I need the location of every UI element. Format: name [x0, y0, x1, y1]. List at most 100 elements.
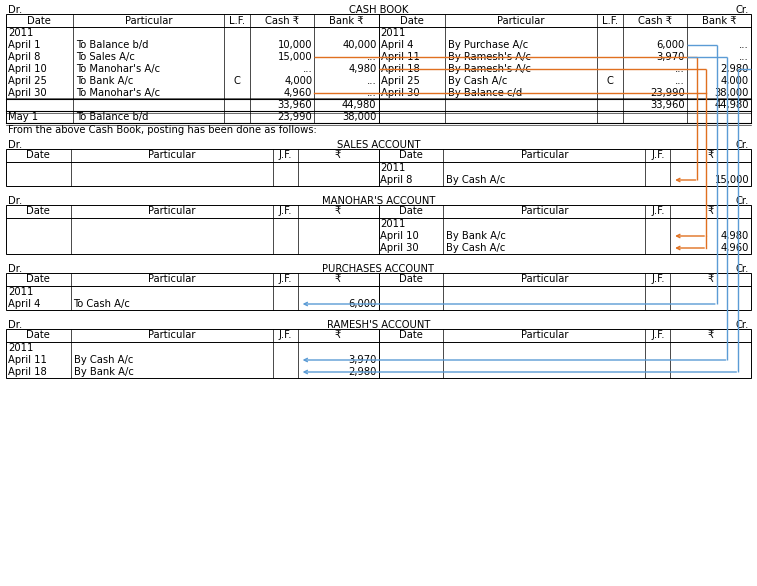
- Text: From the above Cash Book, posting has been done as follows:: From the above Cash Book, posting has be…: [8, 125, 316, 135]
- Text: MANOHAR'S ACCOUNT: MANOHAR'S ACCOUNT: [322, 196, 435, 206]
- Text: J.F.: J.F.: [279, 274, 292, 284]
- Text: Particular: Particular: [497, 15, 545, 26]
- Text: Date: Date: [399, 274, 422, 284]
- Text: April 30: April 30: [381, 243, 419, 253]
- Text: Cr.: Cr.: [736, 196, 749, 206]
- Text: To Manohar's A/c: To Manohar's A/c: [76, 64, 160, 74]
- Text: ...: ...: [366, 52, 376, 62]
- Text: C: C: [606, 76, 613, 86]
- Text: 2,980: 2,980: [721, 64, 749, 74]
- Text: By Purchase A/c: By Purchase A/c: [448, 40, 528, 50]
- Text: 38,000: 38,000: [715, 88, 749, 98]
- Text: ...: ...: [675, 64, 685, 74]
- Text: ₹: ₹: [335, 151, 341, 161]
- Text: 44,980: 44,980: [715, 100, 749, 110]
- Text: Date: Date: [399, 206, 422, 216]
- Text: Date: Date: [26, 331, 50, 340]
- Text: L.F.: L.F.: [229, 15, 245, 26]
- Text: Date: Date: [399, 331, 422, 340]
- Text: ₹: ₹: [708, 206, 714, 216]
- Text: Dr.: Dr.: [8, 140, 22, 150]
- Text: L.F.: L.F.: [602, 15, 618, 26]
- Text: 6,000: 6,000: [348, 299, 376, 309]
- Text: 23,990: 23,990: [650, 88, 685, 98]
- Bar: [6, 205, 751, 254]
- Text: J.F.: J.F.: [279, 331, 292, 340]
- Text: J.F.: J.F.: [279, 206, 292, 216]
- Text: 3,970: 3,970: [348, 355, 376, 365]
- Text: RAMESH'S ACCOUNT: RAMESH'S ACCOUNT: [327, 320, 430, 330]
- Text: J.F.: J.F.: [651, 206, 665, 216]
- Text: ₹: ₹: [335, 274, 341, 284]
- Text: Date: Date: [399, 151, 422, 161]
- Text: ₹: ₹: [708, 151, 714, 161]
- Text: April 4: April 4: [8, 299, 40, 309]
- Text: Date: Date: [400, 15, 424, 26]
- Text: 40,000: 40,000: [342, 40, 376, 50]
- Text: Dr.: Dr.: [8, 196, 22, 206]
- Text: 38,000: 38,000: [342, 112, 376, 122]
- Text: 2,980: 2,980: [348, 367, 376, 377]
- Text: ...: ...: [740, 52, 749, 62]
- Text: Particular: Particular: [148, 151, 195, 161]
- Text: April 11: April 11: [381, 52, 419, 62]
- Text: Particular: Particular: [148, 206, 195, 216]
- Text: 44,980: 44,980: [342, 100, 376, 110]
- Text: 4,000: 4,000: [284, 76, 313, 86]
- Text: To Bank A/c: To Bank A/c: [76, 76, 133, 86]
- Text: 4,960: 4,960: [284, 88, 313, 98]
- Text: Date: Date: [26, 206, 50, 216]
- Text: J.F.: J.F.: [279, 151, 292, 161]
- Text: To Balance b/d: To Balance b/d: [76, 40, 148, 50]
- Text: Date: Date: [26, 151, 50, 161]
- Text: J.F.: J.F.: [651, 331, 665, 340]
- Text: 2011: 2011: [381, 28, 406, 38]
- Text: 3,970: 3,970: [656, 52, 685, 62]
- Text: 4,980: 4,980: [348, 64, 376, 74]
- Text: C: C: [234, 76, 241, 86]
- Text: ...: ...: [675, 76, 685, 86]
- Text: To Cash A/c: To Cash A/c: [73, 299, 130, 309]
- Text: Dr.: Dr.: [8, 320, 22, 330]
- Text: May 1: May 1: [8, 112, 38, 122]
- Text: Dr.: Dr.: [8, 264, 22, 274]
- Text: Particular: Particular: [148, 331, 195, 340]
- Text: Bank ₹: Bank ₹: [702, 15, 737, 26]
- Text: 2011: 2011: [8, 287, 33, 297]
- Text: April 18: April 18: [381, 64, 419, 74]
- Text: Particular: Particular: [521, 331, 568, 340]
- Text: 4,000: 4,000: [721, 76, 749, 86]
- Text: By Cash A/c: By Cash A/c: [446, 243, 506, 253]
- Text: April 1: April 1: [8, 40, 41, 50]
- Text: By Balance c/d: By Balance c/d: [448, 88, 522, 98]
- Text: Particular: Particular: [125, 15, 173, 26]
- Text: ₹: ₹: [335, 331, 341, 340]
- Text: To Manohar's A/c: To Manohar's A/c: [76, 88, 160, 98]
- Text: April 8: April 8: [381, 175, 413, 185]
- Text: ₹: ₹: [335, 206, 341, 216]
- Text: By Bank A/c: By Bank A/c: [73, 367, 133, 377]
- Text: By Cash A/c: By Cash A/c: [446, 175, 506, 185]
- Text: Cr.: Cr.: [736, 140, 749, 150]
- Text: April 4: April 4: [381, 40, 413, 50]
- Text: 2011: 2011: [8, 343, 33, 353]
- Text: ...: ...: [366, 88, 376, 98]
- Text: ...: ...: [740, 40, 749, 50]
- Text: By Cash A/c: By Cash A/c: [73, 355, 133, 365]
- Text: April 25: April 25: [381, 76, 419, 86]
- Text: April 18: April 18: [8, 367, 47, 377]
- Text: 15,000: 15,000: [715, 175, 749, 185]
- Text: Cr.: Cr.: [736, 5, 749, 15]
- Bar: [6, 273, 751, 310]
- Text: By Ramesh's A/c: By Ramesh's A/c: [448, 52, 531, 62]
- Bar: [6, 14, 751, 123]
- Bar: [6, 329, 751, 378]
- Text: ...: ...: [303, 64, 313, 74]
- Text: To Balance b/d: To Balance b/d: [76, 112, 148, 122]
- Text: Cr.: Cr.: [736, 264, 749, 274]
- Text: 4,980: 4,980: [721, 231, 749, 241]
- Text: ₹: ₹: [708, 331, 714, 340]
- Text: By Ramesh's A/c: By Ramesh's A/c: [448, 64, 531, 74]
- Bar: [6, 149, 751, 186]
- Text: Bank ₹: Bank ₹: [329, 15, 363, 26]
